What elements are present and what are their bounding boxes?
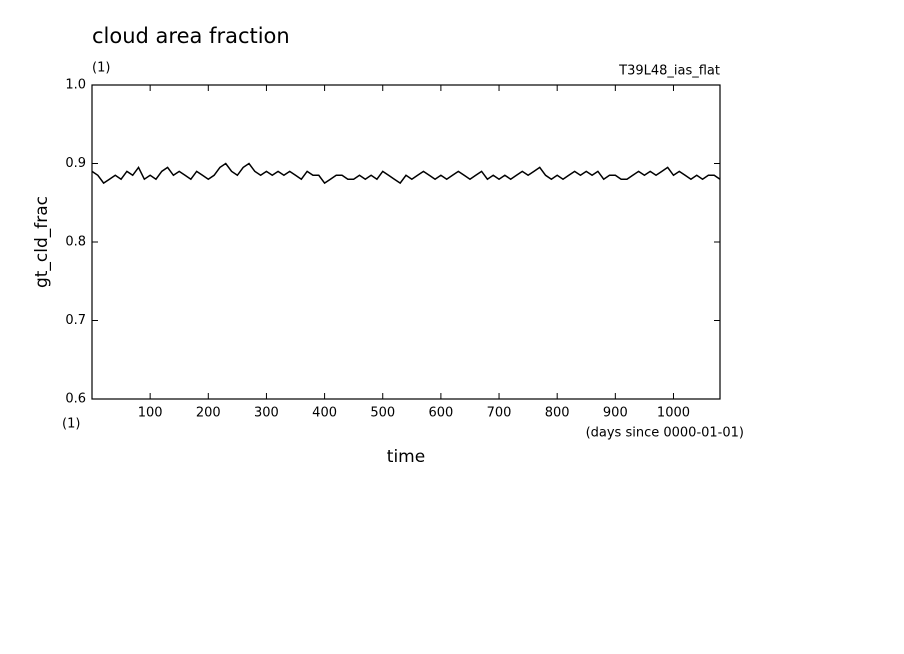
x-tick-label: 100: [138, 406, 163, 421]
y-tick-label: 0.6: [65, 392, 86, 407]
x-axis-unit: (1): [62, 417, 80, 432]
y-axis-label: gt_cld_frac: [32, 196, 52, 288]
data-line: [91, 162, 721, 185]
plot-frame: [91, 84, 721, 400]
y-tick-label: 0.9: [65, 156, 86, 171]
x-tick-label: 500: [370, 406, 395, 421]
x-tick-label: 800: [545, 406, 570, 421]
run-label: T39L48_ias_flat: [618, 64, 720, 79]
unit-label: (1): [92, 61, 110, 76]
x-tick-label: 300: [254, 406, 279, 421]
y-tick-label: 0.8: [65, 235, 86, 250]
x-axis-label: time: [387, 447, 425, 467]
x-tick-label: 1000: [657, 406, 690, 421]
x-tick-label: 700: [487, 406, 512, 421]
y-tick-label: 0.7: [65, 313, 86, 328]
x-unit-label: (days since 0000-01-01): [586, 426, 744, 441]
y-tick-label: 1.0: [65, 78, 86, 93]
x-tick-label: 900: [603, 406, 628, 421]
chart-title: cloud area fraction: [92, 24, 290, 48]
x-tick-label: 400: [312, 406, 337, 421]
x-tick-label: 600: [428, 406, 453, 421]
x-tick-label: 200: [196, 406, 221, 421]
